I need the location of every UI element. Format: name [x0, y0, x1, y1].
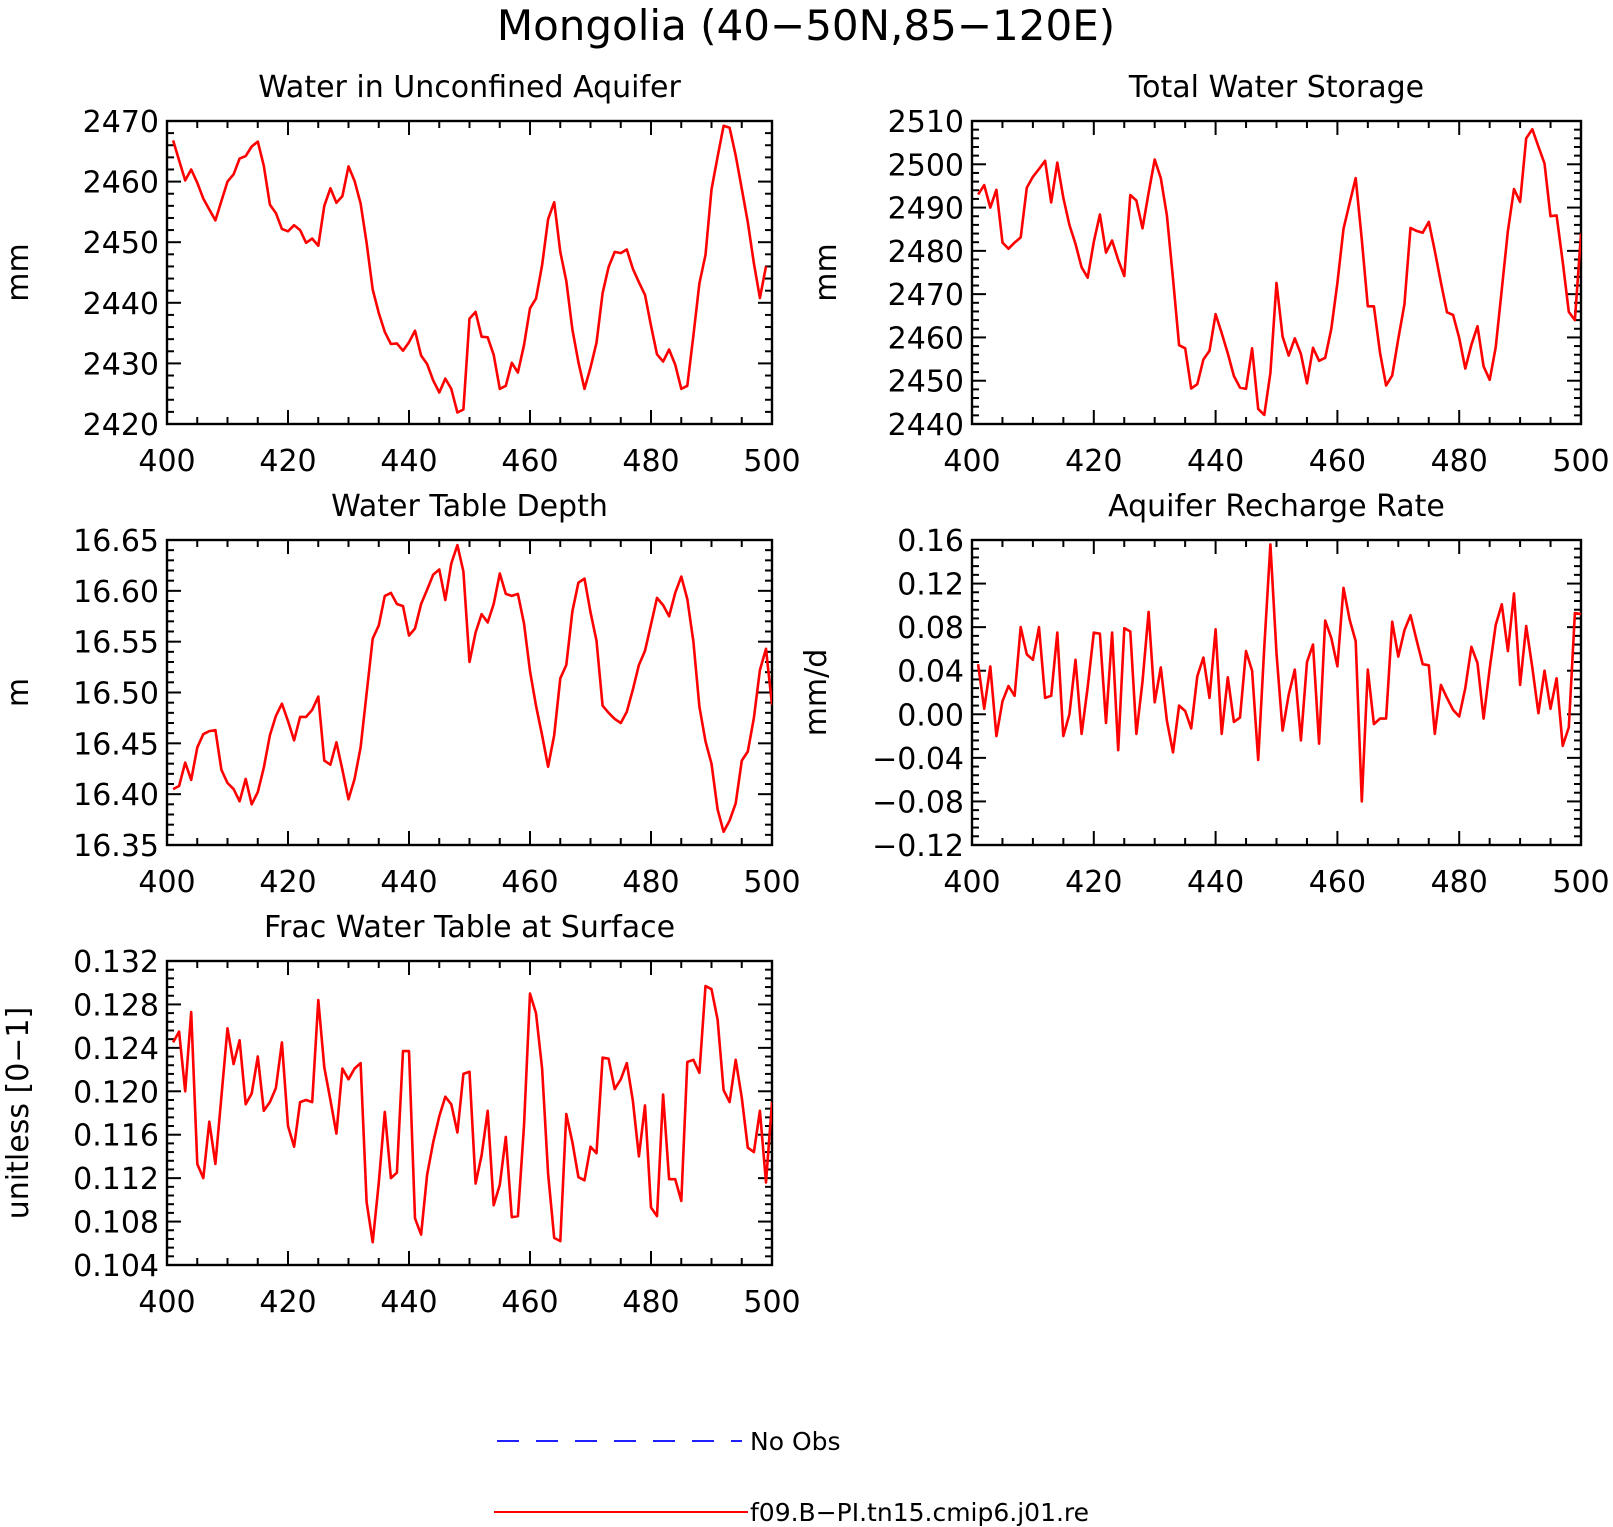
x-tick-label: 480 [1431, 444, 1488, 479]
y-tick-label: 16.45 [73, 727, 159, 762]
plot-frame [165, 538, 774, 847]
x-tick-label: 400 [138, 1285, 195, 1320]
x-tick-label: 460 [1309, 444, 1366, 479]
y-tick-label: 0.120 [73, 1075, 159, 1110]
y-tick-label: 16.55 [73, 626, 159, 661]
x-tick-label: 500 [743, 444, 800, 479]
y-tick-label: 2440 [888, 408, 964, 443]
x-tick-label: 460 [1309, 865, 1366, 900]
y-tick-label: 0.104 [73, 1249, 159, 1284]
y-tick-label: 0.00 [897, 698, 964, 733]
y-tick-label: 0.16 [897, 524, 964, 559]
x-tick-label: 420 [259, 444, 316, 479]
y-axis-label: mm [1, 243, 36, 301]
chart-panel-aquifer-water: Water in Unconfined Aquifer 400 420 440 460 4… [1, 70, 801, 479]
panel-title: Frac Water Table at Surface [264, 910, 675, 945]
y-tick-label: 2510 [888, 105, 964, 140]
x-tick-label: 440 [380, 444, 437, 479]
y-tick-label: −0.04 [872, 742, 964, 777]
y-tick-label: 0.12 [897, 568, 964, 603]
y-axis-label: unitless [0−1] [1, 1007, 36, 1219]
y-tick-label: 0.04 [897, 655, 964, 690]
x-tick-label: 500 [1552, 444, 1609, 479]
series-line-model [171, 124, 768, 414]
y-tick-label: 2460 [83, 166, 159, 201]
figure-title: Mongolia (40−50N,85−120E) [497, 1, 1115, 50]
y-tick-label: 2420 [83, 408, 159, 443]
plot-frame [165, 959, 774, 1267]
x-tick-label: 480 [622, 444, 679, 479]
y-tick-label: 0.116 [73, 1119, 159, 1154]
plot-frame [165, 119, 774, 426]
x-tick-label: 400 [138, 444, 195, 479]
y-tick-label: 16.60 [73, 575, 159, 610]
x-tick-label: 420 [1065, 865, 1122, 900]
x-tick-label: 440 [1187, 865, 1244, 900]
chart-panel-total-water-storage: Total Water Storage 400 420 440 460 480 500 244… [809, 70, 1610, 479]
panel-title: Water Table Depth [331, 489, 608, 524]
y-axis-label: m [1, 678, 36, 707]
panel-title: Water in Unconfined Aquifer [258, 70, 681, 105]
series-line-model [171, 984, 772, 1244]
chart-panel-frac-water-table: Frac Water Table at Surface 400 420 440 460 4… [1, 910, 801, 1320]
y-tick-label: 2450 [83, 226, 159, 261]
x-tick-label: 400 [138, 865, 195, 900]
y-tick-label: 2450 [888, 365, 964, 400]
x-tick-label: 460 [501, 1285, 558, 1320]
series-line-model [172, 543, 772, 834]
y-tick-label: 2440 [83, 287, 159, 322]
y-tick-label: 16.35 [73, 829, 159, 864]
x-tick-label: 480 [622, 1285, 679, 1320]
y-tick-label: 2430 [83, 347, 159, 382]
plot-frame [970, 538, 1583, 847]
legend-label-model: f09.B−PI.tn15.cmip6.j01.re [750, 1498, 1089, 1527]
x-tick-label: 420 [259, 1285, 316, 1320]
x-tick-label: 500 [743, 1285, 800, 1320]
x-tick-label: 440 [380, 865, 437, 900]
legend-label-no-obs: No Obs [750, 1427, 841, 1456]
x-tick-label: 500 [1552, 865, 1609, 900]
x-tick-label: 400 [943, 444, 1000, 479]
x-tick-label: 480 [1431, 865, 1488, 900]
chart-panel-water-table-depth: Water Table Depth 400 420 440 460 480 500 16.35… [1, 489, 801, 900]
y-axis-label: mm [809, 243, 844, 301]
panel-title: Aquifer Recharge Rate [1108, 489, 1445, 524]
y-tick-label: 0.124 [73, 1032, 159, 1067]
x-tick-label: 460 [501, 865, 558, 900]
y-tick-label: 2470 [83, 105, 159, 140]
x-tick-label: 420 [1065, 444, 1122, 479]
y-tick-label: 2500 [888, 148, 964, 183]
y-axis-label: mm/d [799, 649, 834, 737]
y-tick-label: 0.132 [73, 945, 159, 980]
y-tick-label: 0.108 [73, 1206, 159, 1241]
panel-title: Total Water Storage [1128, 70, 1424, 105]
y-tick-label: 16.40 [73, 778, 159, 813]
y-tick-label: 2470 [888, 278, 964, 313]
legend: No Obs f09.B−PI.tn15.cmip6.j01.re [494, 1427, 1089, 1527]
x-tick-label: 500 [743, 865, 800, 900]
x-tick-label: 420 [259, 865, 316, 900]
y-tick-label: 2460 [888, 321, 964, 356]
chart-panel-recharge-rate: Aquifer Recharge Rate 400 420 440 460 480 500 −… [799, 489, 1610, 900]
y-tick-label: 0.112 [73, 1162, 159, 1197]
y-tick-label: −0.08 [872, 785, 964, 820]
y-tick-label: 16.50 [73, 677, 159, 712]
panels: Water in Unconfined Aquifer 400 420 440 460 4… [1, 70, 1610, 1320]
y-tick-label: 0.128 [73, 988, 159, 1023]
x-tick-label: 440 [1187, 444, 1244, 479]
x-tick-label: 480 [622, 865, 679, 900]
x-tick-label: 440 [380, 1285, 437, 1320]
y-tick-label: −0.12 [872, 829, 964, 864]
x-tick-label: 400 [943, 865, 1000, 900]
y-tick-label: 0.08 [897, 611, 964, 646]
y-tick-label: 16.65 [73, 524, 159, 559]
y-tick-label: 2480 [888, 235, 964, 270]
x-tick-label: 460 [501, 444, 558, 479]
series-line-model [976, 543, 1581, 803]
series-line-model [977, 127, 1581, 417]
y-tick-label: 2490 [888, 192, 964, 227]
